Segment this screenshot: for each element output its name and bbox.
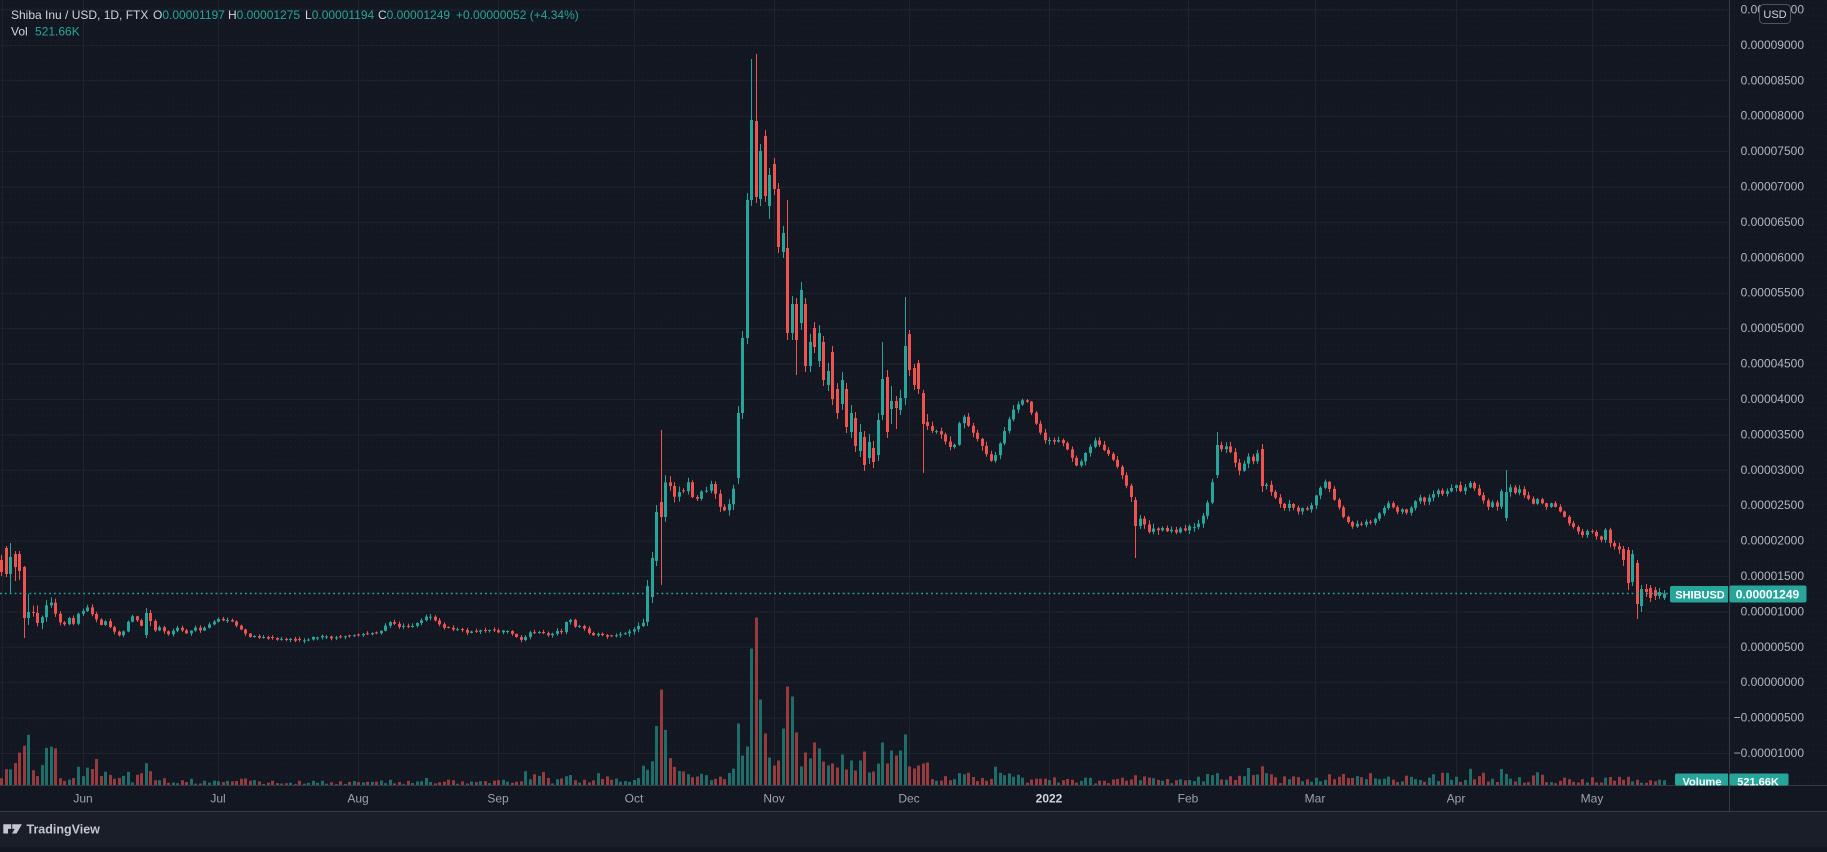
svg-text:Sep: Sep [487,792,509,806]
svg-text:521.66K: 521.66K [35,25,80,39]
svg-text:0.00002500: 0.00002500 [1741,498,1805,512]
svg-text:C0.00001249: C0.00001249 [378,8,450,22]
svg-text:521.66K: 521.66K [1737,777,1779,789]
svg-text:0.00008500: 0.00008500 [1741,73,1805,87]
svg-text:0.00009000: 0.00009000 [1741,38,1805,52]
svg-text:0.00008000: 0.00008000 [1741,109,1805,123]
svg-text:0.00006500: 0.00006500 [1741,215,1805,229]
svg-text:Volume: Volume [1683,777,1722,789]
svg-text:May: May [1581,792,1604,806]
svg-text:0.00004500: 0.00004500 [1741,357,1805,371]
svg-text:0.00004000: 0.00004000 [1741,392,1805,406]
svg-text:L0.00001194: L0.00001194 [305,8,375,22]
svg-text:2022: 2022 [1036,792,1063,806]
svg-text:Aug: Aug [347,792,368,806]
svg-text:0.00005000: 0.00005000 [1741,321,1805,335]
svg-text:0.00007000: 0.00007000 [1741,180,1805,194]
svg-text:−0.00001000: −0.00001000 [1734,746,1805,760]
svg-text:SHIBUSD: SHIBUSD [1675,590,1725,602]
svg-text:Jul: Jul [210,792,225,806]
svg-text:0.00007500: 0.00007500 [1741,144,1805,158]
svg-text:0.00000000: 0.00000000 [1741,675,1805,689]
svg-text:Vol: Vol [11,25,28,39]
svg-text:0.00002000: 0.00002000 [1741,534,1805,548]
svg-text:Oct: Oct [625,792,644,806]
svg-text:0.00000500: 0.00000500 [1741,640,1805,654]
svg-text:−0.00000500: −0.00000500 [1734,711,1805,725]
svg-text:Mar: Mar [1305,792,1326,806]
svg-text:0.00003500: 0.00003500 [1741,427,1805,441]
svg-text:0.00001500: 0.00001500 [1741,569,1805,583]
svg-text:Jun: Jun [73,792,92,806]
svg-text:+0.00000052 (+4.34%): +0.00000052 (+4.34%) [456,8,579,22]
svg-text:Apr: Apr [1447,792,1466,806]
svg-text:H0.00001275: H0.00001275 [228,8,300,22]
svg-text:Nov: Nov [763,792,784,806]
svg-text:0.00005500: 0.00005500 [1741,286,1805,300]
svg-text:Feb: Feb [1178,792,1199,806]
svg-text:0.00001000: 0.00001000 [1741,604,1805,618]
svg-text:0.00001249: 0.00001249 [1736,588,1800,602]
svg-text:USD: USD [1763,9,1786,21]
svg-text:Dec: Dec [898,792,919,806]
svg-text:Shiba Inu / USD, 1D, FTX: Shiba Inu / USD, 1D, FTX [11,8,148,22]
svg-text:O0.00001197: O0.00001197 [153,8,225,22]
svg-text:0.00003000: 0.00003000 [1741,463,1805,477]
svg-text:TradingView: TradingView [27,823,101,837]
svg-text:0.00006000: 0.00006000 [1741,250,1805,264]
